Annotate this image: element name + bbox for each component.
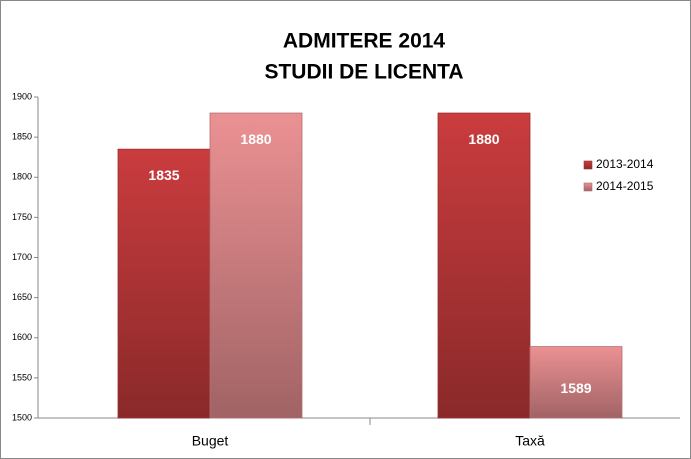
legend-label: 2013-2014 [596,157,654,171]
data-label: 1880 [468,131,499,147]
chart-subtitle: STUDII DE LICENTA [264,61,463,84]
data-label: 1835 [148,167,179,183]
bar [437,112,531,419]
legend-swatch [583,182,593,192]
y-tick-label: 1550 [12,372,32,382]
bar [117,148,211,419]
y-tick-label: 1750 [12,212,32,222]
y-tick-label: 1600 [12,332,32,342]
legend-label: 2014-2015 [596,179,654,193]
data-label: 1589 [560,380,591,396]
y-tick-label: 1900 [12,91,32,101]
y-tick-label: 1500 [12,412,32,422]
x-tick-label: Taxă [515,433,545,449]
x-tick-label: Buget [192,433,229,449]
bar [529,346,623,419]
y-tick-label: 1650 [12,292,32,302]
data-label: 1880 [240,131,271,147]
legend-swatch [583,160,593,170]
bar [209,112,303,419]
chart-title: ADMITERE 2014 [283,30,446,53]
y-tick-label: 1800 [12,172,32,182]
y-tick-label: 1700 [12,252,32,262]
y-tick-label: 1850 [12,132,32,142]
